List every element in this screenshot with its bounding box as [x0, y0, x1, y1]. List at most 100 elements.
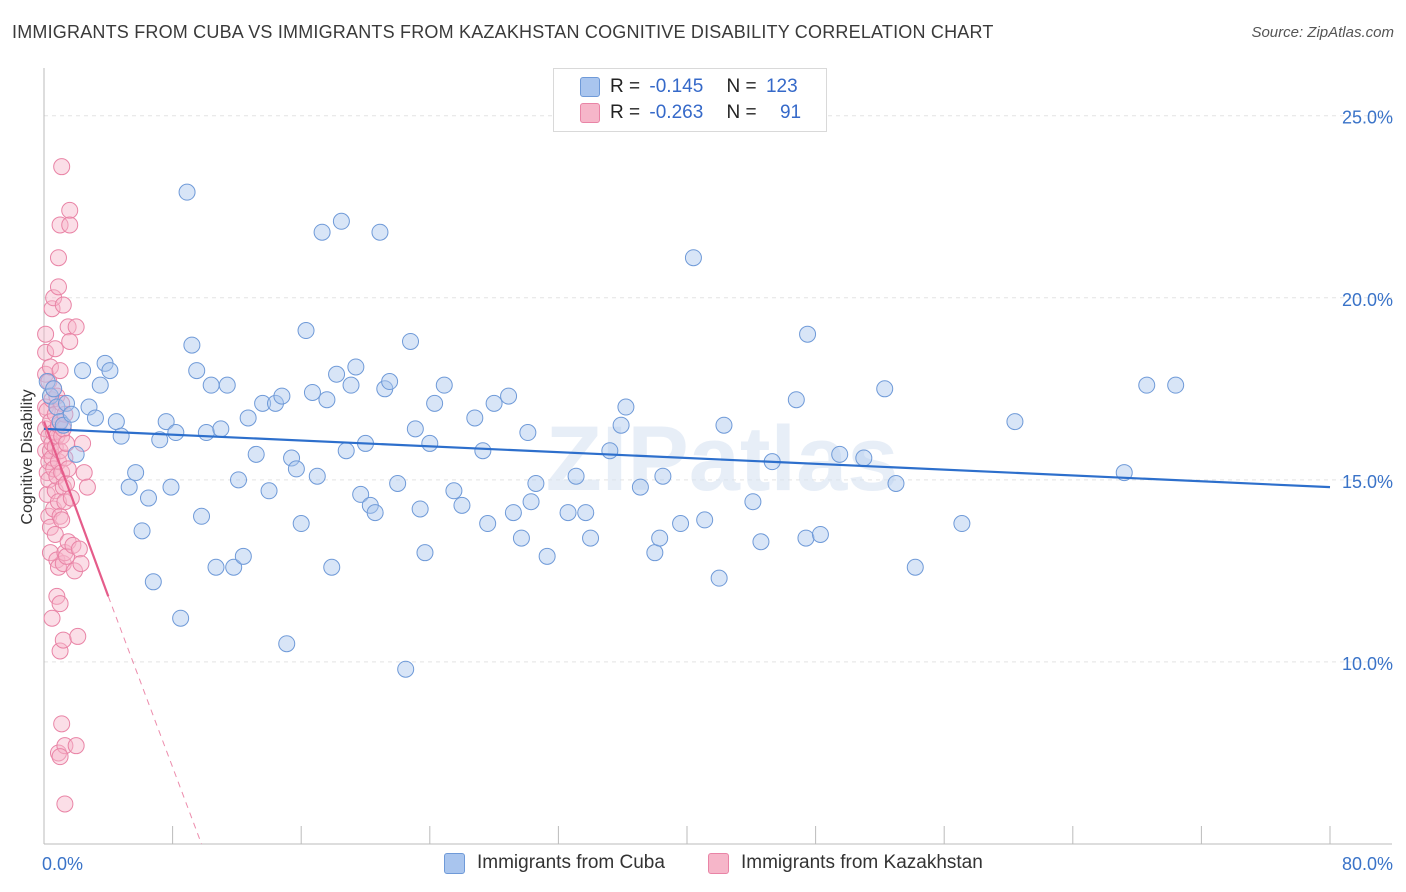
correlation-legend: R = -0.145 N = 123 R = -0.263 N = 91 [553, 68, 827, 132]
legend-item-kazakhstan[interactable]: Immigrants from Kazakhstan [708, 852, 983, 874]
kazakhstan-point [53, 715, 71, 733]
kazakhstan-point [49, 249, 67, 267]
cuba-point [323, 558, 341, 576]
kazakhstan-point [53, 158, 71, 176]
cuba-point [318, 391, 336, 409]
cuba-point [479, 515, 497, 533]
cuba-point [260, 482, 278, 500]
kazakhstan-point [75, 464, 93, 482]
cuba-point [876, 380, 894, 398]
legend-r-value: -0.263 [649, 102, 704, 123]
cuba-point [504, 504, 522, 522]
legend-r-label: R = [610, 102, 641, 123]
cuba-point [303, 383, 321, 401]
cuba-point [519, 424, 537, 442]
cuba-point [193, 507, 211, 525]
cuba-point [752, 533, 770, 551]
cuba-point [167, 424, 185, 442]
kazakhstan-point [51, 216, 69, 234]
cuba-point [696, 511, 714, 529]
legend-n-label: N = [726, 102, 757, 123]
cuba-point [207, 558, 225, 576]
cuba-point [421, 434, 439, 452]
kazakhstan-point [59, 460, 77, 478]
y-tick-labels: 10.0% 15.0% 20.0% 25.0% [1342, 108, 1393, 674]
cuba-point [799, 325, 817, 343]
series-legend: Immigrants from Cuba Immigrants from Kaz… [0, 850, 1406, 880]
cuba-point [538, 547, 556, 565]
cuba-point [953, 515, 971, 533]
cuba-point [366, 504, 384, 522]
cuba-point [559, 504, 577, 522]
cuba-point [651, 529, 669, 547]
series-cuba-points [38, 183, 1185, 678]
cuba-point [328, 365, 346, 383]
cuba-point [342, 376, 360, 394]
cuba-point [646, 544, 664, 562]
cuba-point [283, 449, 301, 467]
x-tick-label: 80.0% [1342, 854, 1393, 874]
cuba-point [247, 445, 265, 463]
cuba-point [1006, 413, 1024, 431]
cuba-point [308, 467, 326, 485]
cuba-point [453, 496, 471, 514]
kazakhstan-point [38, 402, 56, 420]
kazakhstan-point [51, 748, 69, 766]
cuba-point [381, 373, 399, 391]
cuba-point [855, 449, 873, 467]
cuba-point [744, 493, 762, 511]
cuba-point [225, 558, 243, 576]
cuba-point [631, 478, 649, 496]
cuba-point [80, 398, 98, 416]
cuba-point [120, 478, 138, 496]
cuba-point [601, 442, 619, 460]
cuba-point [411, 500, 429, 518]
cuba-point [474, 442, 492, 460]
legend-n-label: N = [726, 76, 757, 97]
cuba-point [91, 376, 109, 394]
cuba-point [230, 471, 248, 489]
cuba-point [715, 416, 733, 434]
cuba-point [582, 529, 600, 547]
kazakhstan-point [51, 362, 69, 380]
cuba-point [133, 522, 151, 540]
cuba-point [178, 183, 196, 201]
cuba-point [172, 609, 190, 627]
cuba-point [278, 635, 296, 653]
y-tick-label: 20.0% [1342, 290, 1393, 310]
cuba-point [74, 362, 92, 380]
cuba-point [787, 391, 805, 409]
cuba-point [266, 394, 284, 412]
y-tick-label: 25.0% [1342, 108, 1393, 128]
cuba-point [273, 387, 291, 405]
kazakhstan-point [61, 216, 79, 234]
cuba-point [512, 529, 530, 547]
cuba-point [402, 332, 420, 350]
chart-title: IMMIGRANTS FROM CUBA VS IMMIGRANTS FROM … [12, 22, 994, 42]
cuba-point [197, 424, 215, 442]
cuba-point [48, 398, 66, 416]
cuba-point [127, 464, 145, 482]
kazakhstan-point [61, 201, 79, 219]
legend-swatch-cuba [580, 77, 600, 97]
cuba-point [254, 394, 272, 412]
cuba-point [426, 394, 444, 412]
cuba-point [347, 358, 365, 376]
kazakhstan-point [41, 544, 59, 562]
cuba-point [112, 427, 130, 445]
cuba-point [397, 660, 415, 678]
legend-item-cuba[interactable]: Immigrants from Cuba [444, 852, 665, 874]
kazakhstan-point [78, 478, 96, 496]
cuba-point [332, 212, 350, 230]
y-axis-label: Cognitive Disability [19, 389, 36, 525]
cuba-point [1167, 376, 1185, 394]
kazakhstan-point [41, 358, 59, 376]
kazakhstan-point [37, 325, 55, 343]
cuba-point [188, 362, 206, 380]
kazakhstan-point [70, 540, 88, 558]
cuba-point [62, 405, 80, 423]
cuba-point [239, 409, 257, 427]
kazakhstan-point [46, 340, 64, 358]
x-tick-labels: 0.0% 80.0% [42, 854, 1393, 874]
cuba-point [435, 376, 453, 394]
